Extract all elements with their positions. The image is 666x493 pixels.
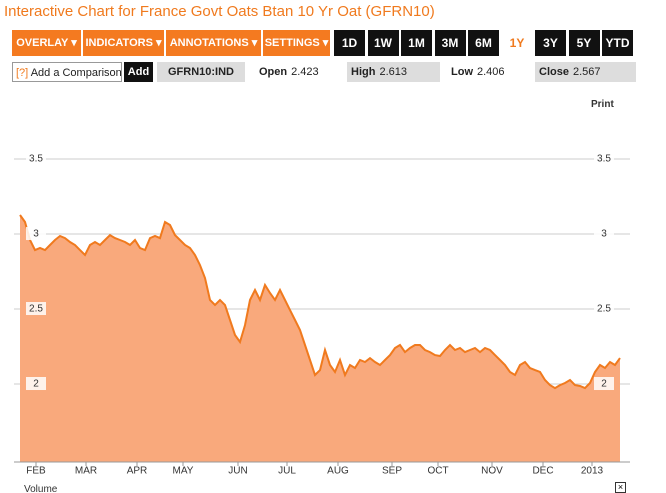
x-tick-label: FEB [26,466,46,477]
y-tick-box [26,377,46,391]
range-button[interactable]: 1W [367,30,399,56]
page-title: Interactive Chart for France Govt Oats B… [4,3,435,20]
y-tick-label: 3 [33,229,39,240]
quote-label: High [351,66,376,78]
ticker: GFRN10:IND [157,62,245,82]
x-tick-label: DEC [532,466,553,477]
add-button[interactable]: Add [124,62,153,82]
y-tick-label: 3.5 [29,154,43,165]
y-tick-box [594,377,614,391]
menu-button[interactable]: SETTINGS ▾ [263,30,330,56]
comparison-box[interactable]: [?] Add a Comparison [12,62,122,82]
x-tick-label: NOV [481,466,503,477]
quote: High 2.613 [347,62,440,82]
range-button[interactable]: 1D [334,30,365,56]
x-tick-label: APR [127,466,148,477]
menu-button[interactable]: ANNOTATIONS ▾ [166,30,261,56]
y-tick-label: 2 [33,379,39,390]
y-tick-box [26,302,46,316]
x-tick-label: JUL [278,466,296,477]
x-tick-label: MAY [173,466,194,477]
range-button[interactable]: 5Y [568,30,600,56]
y-tick-box [26,227,46,241]
area [20,215,620,462]
quote: Open 2.423 [255,62,340,82]
quote-label: Low [451,66,473,78]
close-icon[interactable]: × [615,482,626,493]
x-tick-label: SEP [382,466,402,477]
print[interactable]: Print [591,99,614,110]
y-tick-label: 3.5 [597,154,611,165]
quote-label: Close [539,66,569,78]
line [19,214,621,390]
quote: Low 2.406 [447,62,532,82]
y-tick-label: 2 [601,379,607,390]
y-tick-label: 2.5 [29,304,43,315]
menu-button[interactable]: INDICATORS ▾ [83,30,164,56]
menu-button[interactable]: OVERLAY ▾ [12,30,81,56]
y-tick-box [594,152,614,166]
comparison-label: Add a Comparison [30,67,122,79]
range-button[interactable]: 6M [468,30,499,56]
x-tick-label: AUG [327,466,349,477]
quote-value: 2.567 [572,66,601,78]
y-tick-box [594,227,614,241]
range-button[interactable]: YTD [602,30,633,56]
y-tick-box [594,302,614,316]
x-tick-label: JUN [228,466,247,477]
quote: Close 2.567 [535,62,636,82]
range-button[interactable]: 1Y [501,30,533,56]
volume-label: Volume [24,484,58,493]
quote-value: 2.406 [477,66,505,78]
x-tick-label: MAR [75,466,97,477]
quote-value: 2.613 [379,66,407,78]
y-tick-label: 2.5 [597,304,611,315]
y-tick-box [26,152,46,166]
x-tick-label: OCT [427,466,448,477]
y-tick-label: 3 [601,229,607,240]
range-button[interactable]: 1M [401,30,432,56]
quote-label: Open [259,66,288,78]
quote-value: 2.423 [291,66,319,78]
range-button[interactable]: 3Y [535,30,566,56]
range-button[interactable]: 3M [434,30,466,56]
help[interactable]: [?] [16,67,29,79]
x-tick-label: 2013 [581,466,604,477]
